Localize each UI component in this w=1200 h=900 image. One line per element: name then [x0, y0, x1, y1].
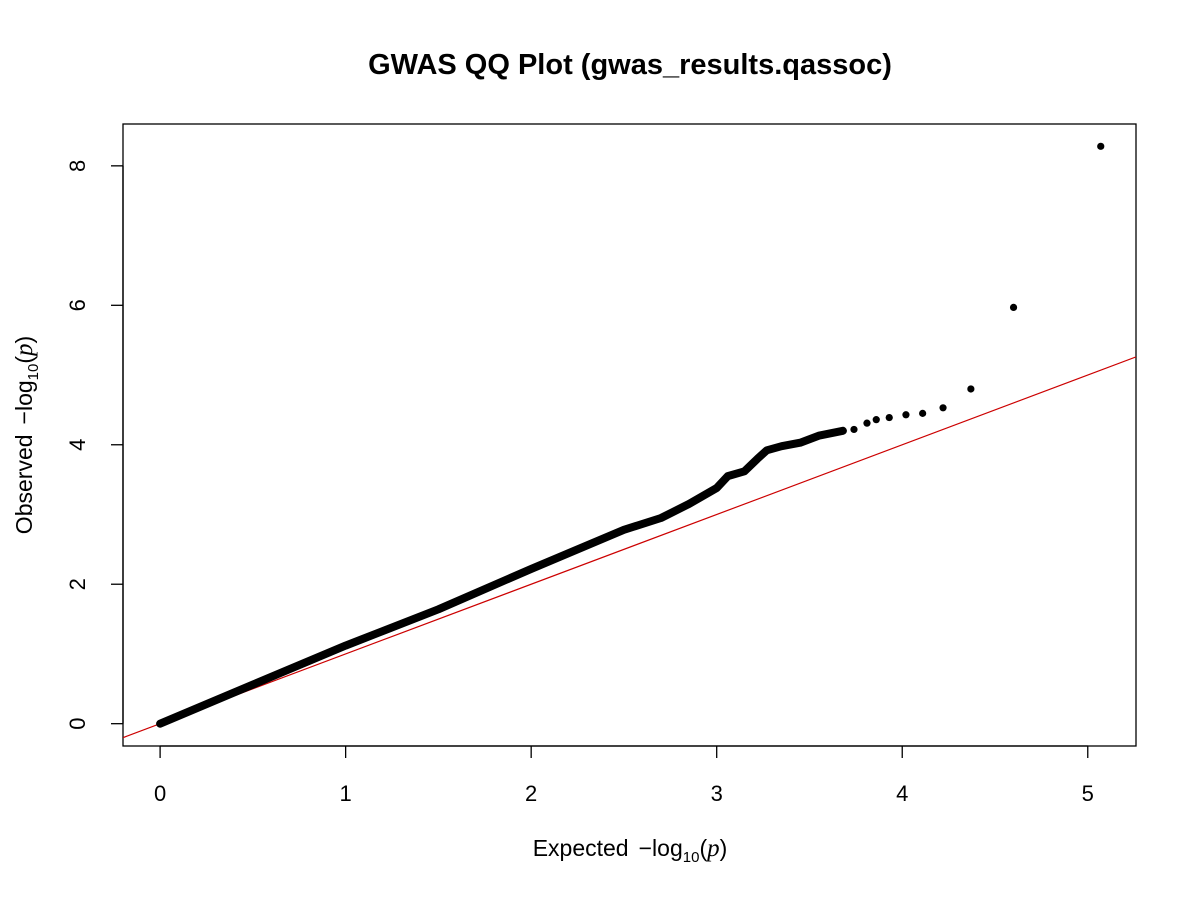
x-tick-label: 3 — [711, 781, 723, 806]
data-point — [885, 413, 893, 422]
data-point — [939, 404, 947, 412]
data-point — [919, 409, 927, 417]
x-tick-label: 1 — [340, 781, 352, 806]
data-point — [1009, 303, 1018, 311]
chart-title: GWAS QQ Plot (gwas_results.qassoc) — [368, 49, 892, 81]
y-axis-label: Observed−log10(p) — [11, 336, 42, 534]
x-tick-label: 0 — [154, 781, 166, 806]
y-tick-label: 2 — [65, 578, 90, 590]
dense-points — [156, 426, 847, 728]
x-tick-label: 4 — [896, 781, 908, 806]
x-tick-label: 2 — [525, 781, 537, 806]
data-points — [156, 142, 1105, 728]
y-tick-label: 0 — [65, 718, 90, 730]
y-tick-label: 6 — [65, 299, 90, 311]
data-point — [967, 385, 975, 393]
y-tick-label: 8 — [65, 160, 90, 172]
x-axis: 0 1 2 3 4 5 — [154, 745, 1094, 806]
plot-frame — [122, 123, 1137, 747]
data-point — [872, 416, 880, 424]
reference-line — [123, 356, 1136, 739]
data-point — [850, 425, 858, 434]
y-tick-label: 4 — [65, 439, 90, 451]
data-point — [1097, 142, 1105, 150]
x-tick-label: 5 — [1082, 781, 1094, 806]
data-point — [863, 419, 871, 427]
x-axis-label: Expected −log10(p) — [533, 835, 728, 866]
data-point — [902, 411, 910, 419]
y-axis: 0 2 4 6 8 — [65, 160, 124, 730]
